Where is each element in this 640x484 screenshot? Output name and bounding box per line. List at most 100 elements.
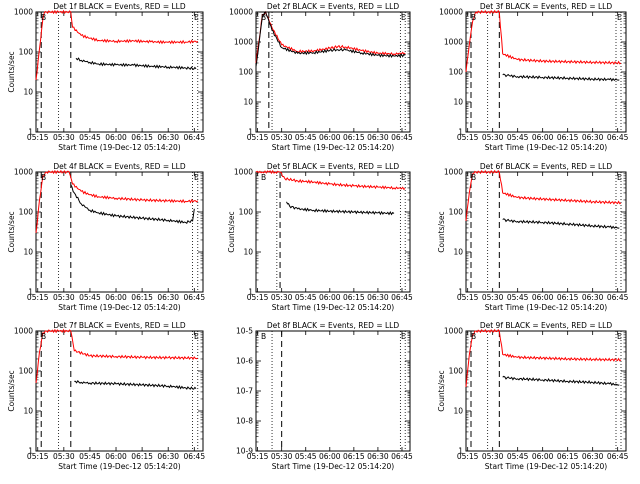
- begin-marker: B: [261, 13, 266, 22]
- end-marker: E: [194, 332, 199, 341]
- y-tick-label: 10-5: [236, 327, 253, 336]
- x-tick-label: 05:15: [247, 293, 269, 302]
- x-tick-label: 05:45: [79, 452, 101, 461]
- series-line-events: [70, 184, 195, 224]
- panel-1: Det 1f BLACK = Events, RED = LLD Start Ti…: [7, 2, 205, 152]
- x-tick-label: 06:15: [343, 293, 365, 302]
- panel-5: Det 5f BLACK = Events, RED = LLD Start Ti…: [227, 162, 413, 312]
- panel-6: Det 6f BLACK = Events, RED = LLD Start Ti…: [437, 162, 629, 312]
- series-line-lld: [35, 328, 199, 384]
- x-tick-label: 06:30: [582, 293, 604, 302]
- plot-frame: [255, 171, 411, 293]
- y-tick-label: 1000: [14, 8, 33, 17]
- series-line-lld: [465, 328, 622, 387]
- x-tick-label: 06:45: [183, 452, 205, 461]
- begin-marker: B: [471, 332, 476, 341]
- panel-title: Det 7f BLACK = Events, RED = LLD: [53, 321, 186, 330]
- x-tick-label: 05:30: [482, 452, 504, 461]
- plot-frame: [465, 11, 627, 133]
- y-tick-label: 100: [19, 48, 34, 57]
- x-tick-label: 06:45: [607, 133, 629, 142]
- x-tick-label: 06:15: [557, 452, 579, 461]
- x-axis-label: Start Time (19-Dec-12 05:14:20): [58, 303, 180, 312]
- y-axis-label: Counts/sec: [437, 211, 446, 252]
- y-tick-label: 1000: [444, 168, 463, 177]
- x-tick-label: 06:45: [607, 293, 629, 302]
- y-tick-label: 100: [449, 208, 464, 217]
- y-axis-label: Counts/sec: [7, 51, 16, 92]
- panel-title: Det 4f BLACK = Events, RED = LLD: [53, 162, 186, 171]
- x-tick-label: 06:15: [343, 133, 365, 142]
- x-tick-label: 05:45: [295, 293, 317, 302]
- x-tick-label: 06:45: [183, 133, 205, 142]
- x-tick-label: 06:30: [582, 452, 604, 461]
- y-tick-label: 10-6: [236, 357, 253, 366]
- y-tick-label: 100: [19, 367, 34, 376]
- x-tick-label: 06:30: [157, 133, 179, 142]
- y-tick-label: 100: [449, 367, 464, 376]
- plot-frame: [35, 11, 204, 133]
- x-tick-label: 06:00: [319, 133, 341, 142]
- x-tick-label: 05:30: [271, 133, 293, 142]
- y-tick-label: 10-8: [236, 417, 253, 426]
- series-line-events: [502, 375, 620, 387]
- x-tick-label: 05:30: [482, 293, 504, 302]
- panel-2: Det 2f BLACK = Events, RED = LLD Start Ti…: [229, 2, 413, 152]
- y-tick-label: 100: [239, 68, 254, 77]
- end-marker: E: [401, 332, 406, 341]
- end-marker: E: [401, 13, 406, 22]
- x-tick-label: 06:45: [607, 452, 629, 461]
- x-tick-label: 06:00: [319, 452, 341, 461]
- x-axis-label: Start Time (19-Dec-12 05:14:20): [272, 143, 394, 152]
- end-marker: E: [617, 332, 622, 341]
- y-tick-label: 10-7: [236, 387, 253, 396]
- x-tick-label: 05:45: [79, 293, 101, 302]
- x-tick-label: 05:30: [482, 133, 504, 142]
- panel-9: Det 9f BLACK = Events, RED = LLD Start Ti…: [437, 321, 629, 471]
- panel-8: Det 8f BLACK = Events, RED = LLD Start Ti…: [236, 321, 413, 471]
- y-tick-label: 100: [239, 208, 254, 217]
- plot-frame: [35, 330, 204, 452]
- x-tick-label: 06:00: [105, 293, 127, 302]
- series-line-lld: [465, 9, 622, 73]
- plot-frame: [255, 330, 411, 452]
- y-tick-label: 1: [28, 128, 33, 137]
- y-tick-label: 1: [248, 128, 253, 137]
- x-tick-label: 06:15: [557, 293, 579, 302]
- plot-frame: [465, 330, 627, 452]
- end-marker: E: [401, 173, 406, 182]
- x-tick-label: 05:30: [53, 133, 75, 142]
- y-tick-label: 10: [23, 248, 33, 257]
- x-tick-label: 06:00: [319, 293, 341, 302]
- plot-frame: [35, 171, 204, 293]
- y-axis-label: Counts/sec: [437, 370, 446, 411]
- x-tick-label: 05:15: [457, 293, 479, 302]
- y-tick-label: 1: [248, 288, 253, 297]
- y-tick-label: 10: [243, 248, 253, 257]
- series-line-events: [502, 218, 620, 230]
- panel-3: Det 3f BLACK = Events, RED = LLD Start Ti…: [439, 2, 629, 152]
- series-line-lld: [465, 169, 622, 221]
- x-axis-label: Start Time (19-Dec-12 05:14:20): [58, 143, 180, 152]
- begin-marker: B: [41, 173, 46, 182]
- x-tick-label: 05:45: [507, 293, 529, 302]
- x-tick-label: 06:15: [343, 452, 365, 461]
- x-axis-label: Start Time (19-Dec-12 05:14:20): [485, 143, 607, 152]
- x-tick-label: 05:45: [295, 133, 317, 142]
- plot-frame: [255, 11, 411, 133]
- end-marker: E: [194, 13, 199, 22]
- x-tick-label: 06:00: [532, 452, 554, 461]
- y-tick-label: 1: [28, 288, 33, 297]
- x-tick-label: 06:30: [367, 452, 389, 461]
- x-axis-label: Start Time (19-Dec-12 05:14:20): [485, 303, 607, 312]
- series-line-lld: [255, 169, 406, 191]
- y-tick-label: 100: [449, 68, 464, 77]
- x-tick-label: 05:15: [27, 452, 49, 461]
- series-line-events: [286, 201, 395, 216]
- begin-marker: B: [471, 13, 476, 22]
- begin-marker: B: [261, 332, 266, 341]
- y-tick-label: 10: [453, 407, 463, 416]
- series-line-lld: [35, 9, 199, 81]
